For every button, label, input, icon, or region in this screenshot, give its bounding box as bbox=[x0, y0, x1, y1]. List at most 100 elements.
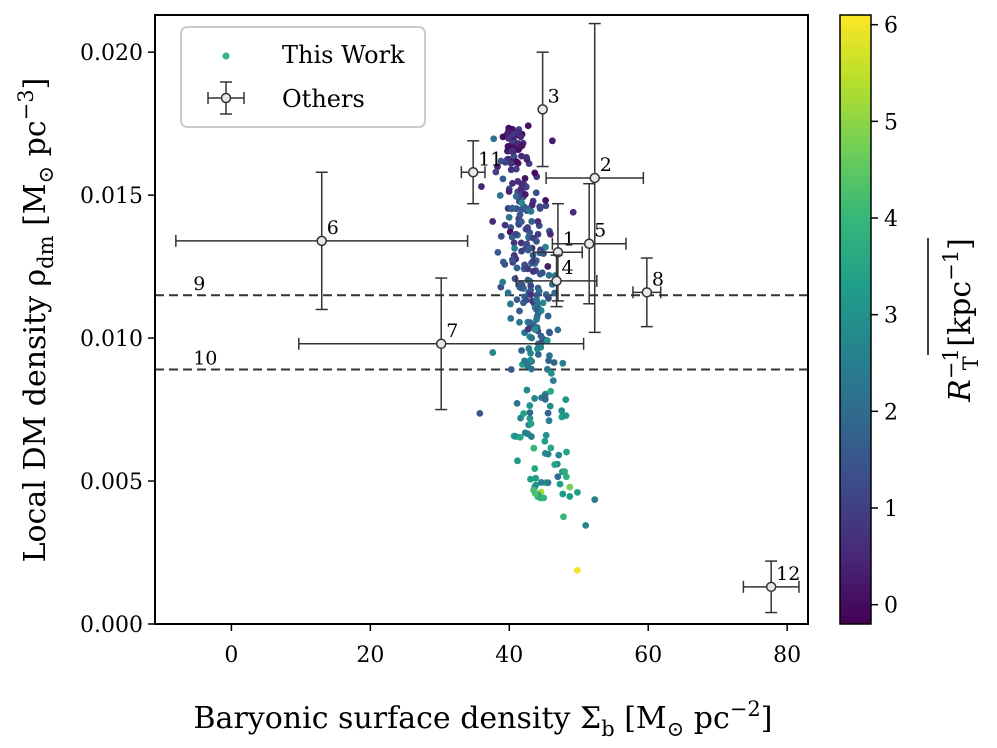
colorbar-tick-label: 0 bbox=[884, 594, 898, 619]
reference-line-label-10: 10 bbox=[193, 348, 217, 370]
data-point bbox=[478, 183, 485, 190]
data-point bbox=[513, 296, 521, 304]
data-point bbox=[562, 396, 570, 404]
data-point bbox=[542, 197, 549, 204]
data-point bbox=[545, 295, 552, 302]
data-point bbox=[516, 318, 523, 326]
data-point bbox=[508, 256, 516, 264]
data-point bbox=[523, 154, 530, 161]
data-point bbox=[527, 291, 535, 299]
data-point bbox=[507, 166, 515, 174]
data-point bbox=[559, 359, 567, 367]
data-point bbox=[528, 201, 536, 209]
data-point bbox=[492, 168, 500, 176]
data-point bbox=[497, 232, 505, 240]
y-tick-label: 0.000 bbox=[80, 613, 143, 638]
data-point bbox=[520, 410, 527, 417]
data-point bbox=[507, 366, 515, 373]
data-point bbox=[524, 246, 532, 254]
data-point bbox=[544, 450, 552, 458]
data-point bbox=[508, 204, 516, 212]
data-point bbox=[513, 399, 521, 407]
data-point bbox=[489, 349, 497, 356]
colorbar-tick-label: 3 bbox=[884, 304, 898, 329]
data-point bbox=[530, 486, 538, 494]
data-point bbox=[504, 142, 512, 150]
data-point bbox=[537, 479, 545, 486]
data-point bbox=[549, 377, 557, 385]
data-point bbox=[569, 208, 577, 216]
data-point bbox=[501, 158, 509, 166]
data-point bbox=[512, 230, 520, 238]
data-point bbox=[512, 192, 520, 200]
others-point-label: 2 bbox=[600, 154, 612, 176]
data-point bbox=[542, 202, 550, 210]
this-work-scatter bbox=[476, 122, 599, 574]
data-point bbox=[554, 326, 562, 334]
data-point bbox=[521, 429, 529, 437]
data-point bbox=[533, 296, 541, 304]
data-point bbox=[507, 159, 515, 167]
y-tick-label: 0.015 bbox=[80, 184, 143, 209]
colorbar-tick-label: 1 bbox=[884, 497, 898, 522]
data-point bbox=[517, 239, 525, 247]
plot-frame bbox=[154, 14, 809, 625]
data-point bbox=[562, 412, 570, 419]
data-point bbox=[531, 326, 539, 333]
data-point bbox=[524, 325, 532, 333]
data-point bbox=[540, 494, 548, 502]
data-point bbox=[533, 306, 540, 313]
data-point bbox=[563, 448, 570, 456]
legend-box bbox=[180, 26, 426, 128]
data-point bbox=[531, 465, 539, 472]
data-point bbox=[505, 188, 513, 195]
reference-line-label-9: 9 bbox=[193, 273, 205, 295]
data-point bbox=[510, 153, 518, 161]
data-point bbox=[499, 175, 507, 183]
data-point bbox=[533, 316, 540, 323]
legend-this-work-label: This Work bbox=[282, 41, 405, 69]
data-point bbox=[496, 192, 504, 199]
legend-others-label: Others bbox=[282, 85, 365, 113]
data-point bbox=[512, 165, 520, 173]
data-point bbox=[525, 345, 533, 352]
others-point-label: 6 bbox=[327, 217, 339, 239]
others-point-label: 4 bbox=[562, 257, 574, 279]
data-point bbox=[545, 271, 553, 279]
data-point bbox=[541, 437, 549, 445]
data-point bbox=[534, 230, 542, 238]
svg-text:R−1T [kpc−1]: R−1T [kpc−1] bbox=[939, 238, 983, 403]
data-point bbox=[566, 483, 574, 491]
data-point bbox=[523, 240, 531, 248]
y-axis-label: Local DM density ρdm [M⊙ pc−3] bbox=[14, 78, 58, 563]
data-point bbox=[559, 490, 567, 498]
data-point bbox=[511, 244, 518, 252]
legend-others-marker bbox=[207, 81, 245, 115]
data-point bbox=[541, 395, 549, 403]
data-point bbox=[523, 386, 531, 394]
data-point bbox=[542, 431, 550, 439]
x-tick-label: 20 bbox=[356, 643, 384, 668]
others-point-label: 7 bbox=[446, 320, 458, 342]
data-point bbox=[504, 289, 512, 297]
data-point bbox=[518, 281, 526, 289]
data-point bbox=[532, 189, 540, 197]
others-point-2 bbox=[545, 22, 645, 334]
data-point bbox=[518, 180, 526, 188]
data-point bbox=[533, 237, 540, 245]
others-point-label: 11 bbox=[478, 148, 502, 170]
data-point bbox=[537, 332, 545, 340]
data-point bbox=[562, 473, 570, 481]
others-point-label: 3 bbox=[548, 85, 560, 107]
colorbar-ticks: 0 1 2 3 4 5 6 bbox=[871, 14, 898, 619]
data-point bbox=[532, 474, 540, 482]
others-point-11 bbox=[460, 140, 486, 205]
data-point bbox=[508, 148, 516, 155]
data-point bbox=[544, 479, 552, 487]
x-tick-label: 40 bbox=[495, 643, 523, 668]
colorbar-label: R−1T [kpc−1] bbox=[927, 238, 983, 403]
data-point bbox=[534, 351, 542, 358]
data-point bbox=[524, 224, 531, 231]
data-point bbox=[524, 362, 532, 370]
